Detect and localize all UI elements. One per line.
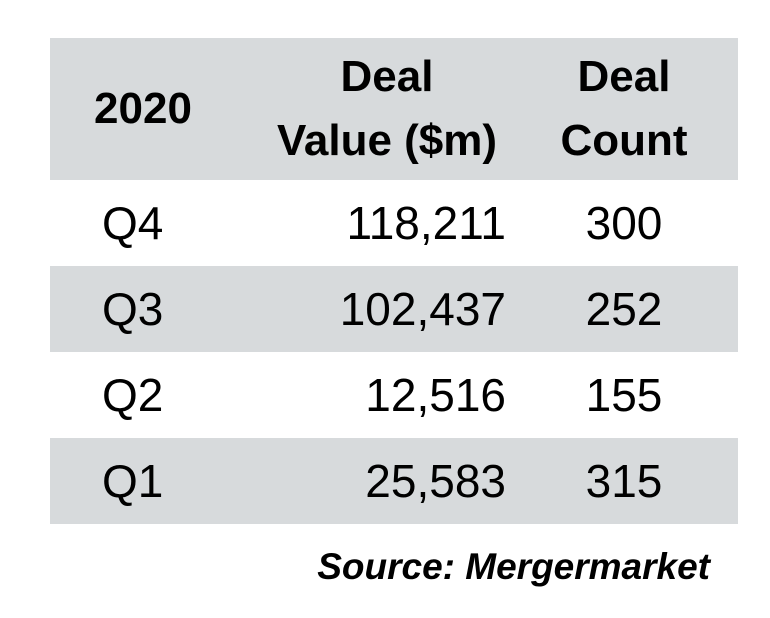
row-deal-value: 25,583 [365,455,506,507]
row-period: Q4 [102,197,164,249]
row-period: Q3 [102,283,164,335]
table-row: Q1 25,583 315 [50,438,738,524]
header-deal-value-line2: Value ($m) [276,116,498,165]
source-note: Source: Mergermarket [317,546,710,587]
row-deal-value: 102,437 [339,283,506,335]
row-period: Q1 [102,455,164,507]
row-deal-count: 155 [585,369,663,421]
header-deal-value-line1: Deal [340,52,434,101]
row-period: Q2 [102,369,164,421]
table-row: Q4 118,211 300 [50,180,738,266]
header-deal-value: Deal Value ($m) [250,45,510,173]
row-deal-count: 315 [585,455,663,507]
row-deal-value: 118,211 [346,197,506,249]
header-deal-count-line2: Count [560,116,688,165]
header-deal-count: Deal Count [510,45,738,173]
table-row: Q2 12,516 155 [50,352,738,438]
row-deal-value: 12,516 [365,369,506,421]
header-period: 2020 [94,84,192,133]
table-row: Q3 102,437 252 [50,266,738,352]
header-deal-count-line1: Deal [577,52,671,101]
row-deal-count: 300 [585,197,663,249]
row-deal-count: 252 [585,283,663,335]
table-header-row: 2020 Deal Value ($m) Deal Count [50,38,738,180]
deal-table: 2020 Deal Value ($m) Deal Count Q4 118,2… [50,38,738,524]
